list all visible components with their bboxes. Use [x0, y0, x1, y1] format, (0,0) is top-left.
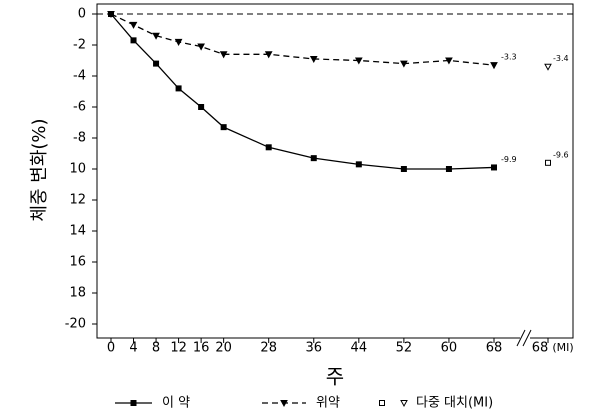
y-tick-label: 16: [69, 255, 86, 270]
series-line: [110, 13, 495, 170]
series-line: [110, 13, 495, 66]
x-tick-label: 12: [170, 341, 187, 356]
y-tick-label: -20: [65, 317, 86, 332]
legend-label: 위약: [316, 396, 340, 411]
marker: [354, 57, 363, 65]
x-tick-label: 16: [193, 341, 210, 356]
y-tick-label: 10: [69, 162, 86, 177]
marker: [355, 161, 362, 168]
marker: [197, 43, 205, 51]
marker: [198, 104, 205, 110]
marker: [175, 85, 182, 92]
marker: [544, 63, 552, 71]
x-tick-note: (MI): [552, 341, 573, 354]
legend-label: 다중 대치(MI): [416, 396, 493, 411]
marker: [400, 166, 407, 172]
marker: [220, 124, 227, 131]
x-tick-label: 68: [532, 341, 549, 356]
marker: [490, 62, 498, 70]
x-tick-label: 28: [260, 341, 277, 356]
x-tick-label: 8: [152, 341, 160, 356]
y-tick-label: -2: [73, 38, 86, 53]
y-tick-label: 14: [69, 224, 86, 239]
legend-label: 이 약: [162, 396, 190, 411]
x-tick-label: 44: [351, 341, 368, 356]
marker: [130, 400, 137, 406]
marker: [152, 32, 160, 40]
axis-break-gap: [520, 334, 530, 342]
marker: [129, 21, 138, 29]
marker: [379, 400, 385, 406]
x-axis-label: 주: [326, 365, 344, 389]
marker: [310, 155, 317, 162]
marker: [400, 60, 408, 68]
x-tick-label: 60: [441, 341, 458, 356]
data-label: -9.9: [501, 155, 517, 164]
marker: [219, 51, 228, 59]
x-tick-label: 68: [486, 341, 503, 356]
marker: [153, 60, 160, 67]
marker: [264, 51, 273, 59]
marker: [545, 159, 551, 166]
y-tick-label: 18: [69, 286, 86, 301]
marker: [400, 400, 408, 408]
x-tick-label: 20: [215, 341, 232, 356]
marker: [280, 400, 288, 408]
y-tick-label: -8: [73, 131, 86, 146]
x-tick-label: 0: [107, 341, 115, 356]
marker: [445, 166, 452, 172]
marker: [107, 11, 115, 19]
x-tick-label: 36: [305, 341, 322, 356]
marker: [130, 37, 137, 44]
marker: [309, 55, 318, 63]
axis-break: [522, 329, 532, 347]
x-tick-label: 52: [396, 341, 413, 356]
y-tick-label: -4: [73, 69, 86, 84]
marker: [491, 164, 497, 171]
data-label: -3.3: [501, 53, 517, 62]
data-label: -3.4: [553, 54, 569, 63]
y-tick-label: 12: [69, 193, 86, 208]
y-tick-label: -6: [73, 100, 86, 115]
axis-break: [516, 329, 526, 347]
y-axis-label: 체중 변화(%): [29, 118, 50, 221]
marker: [445, 57, 453, 65]
marker: [265, 144, 272, 151]
y-tick-label: 0: [78, 7, 86, 22]
marker: [174, 38, 183, 46]
plot-frame: [96, 3, 574, 339]
data-label: -9.6: [553, 150, 569, 159]
x-tick-label: 4: [129, 341, 137, 356]
